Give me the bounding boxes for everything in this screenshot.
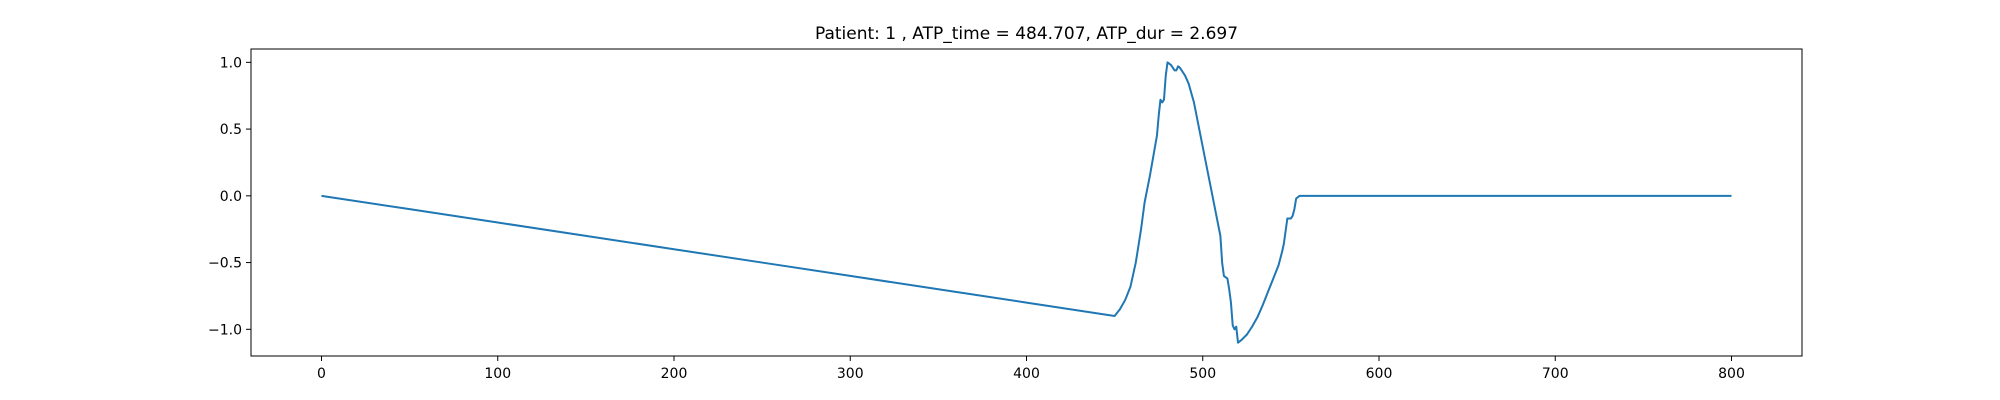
y-tick-label: 1.0 (220, 55, 242, 71)
x-tick-label: 100 (484, 366, 511, 382)
x-tick-label: 300 (837, 366, 864, 382)
series-line (321, 61, 1732, 344)
y-tick-label: −0.5 (208, 256, 242, 272)
x-tick-label: 200 (661, 366, 688, 382)
x-tick-label: 700 (1542, 366, 1569, 382)
plot-frame (250, 48, 1803, 357)
y-tick-label: 0.5 (220, 122, 242, 138)
x-tick-label: 800 (1718, 366, 1745, 382)
x-tick-label: 600 (1366, 366, 1393, 382)
x-tick-label: 400 (1013, 366, 1040, 382)
chart-title: Patient: 1 , ATP_time = 484.707, ATP_dur… (815, 24, 1238, 44)
y-tick-label: 0.0 (220, 189, 242, 205)
x-tick-label: 500 (1189, 366, 1216, 382)
axis-ticks: 0 100 200 300 400 500 600 700 800 1.0 0.5 0.0 −0.5 −1… (208, 55, 1745, 382)
y-tick-label: −1.0 (208, 322, 242, 338)
x-tick-label: 0 (317, 366, 326, 382)
